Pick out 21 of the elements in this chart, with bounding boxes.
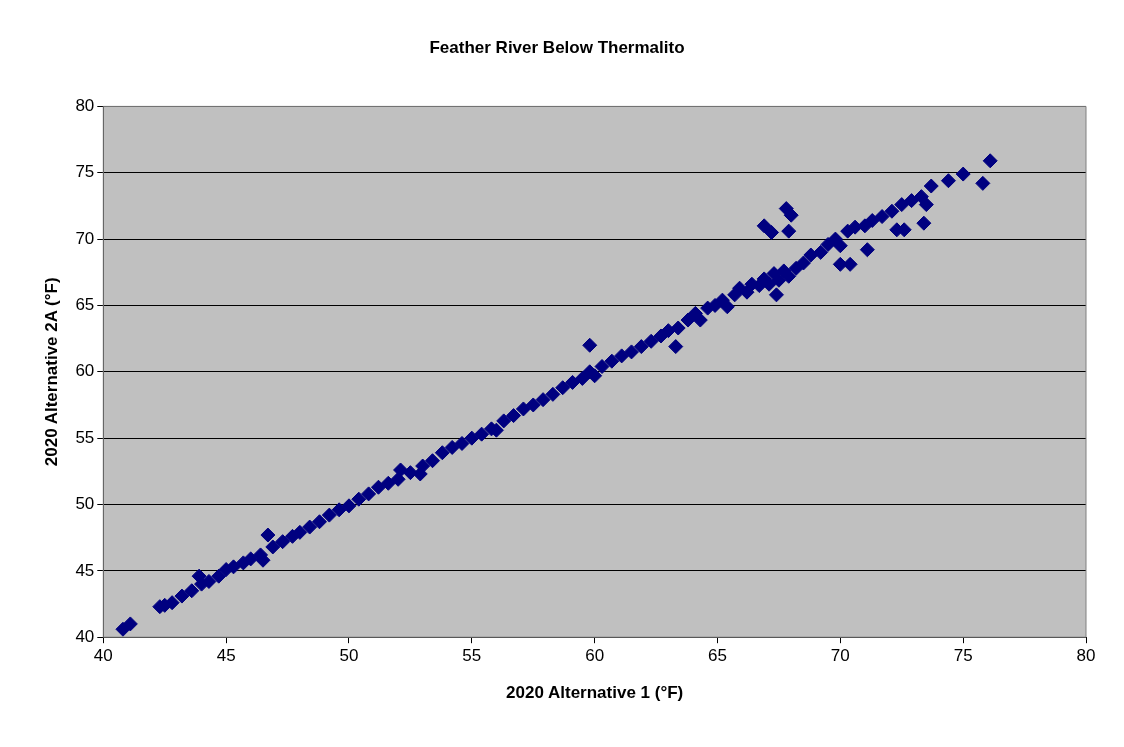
y-tick-label: 50	[75, 494, 95, 514]
chart-title: Feather River Below Thermalito	[429, 37, 685, 57]
y-tick-label: 55	[75, 427, 95, 447]
y-axis-title: 2020 Alternative 2A (°F)	[41, 277, 61, 467]
x-tick-label: 65	[708, 646, 727, 666]
x-tick-label: 40	[93, 646, 113, 666]
x-tick-label: 70	[830, 646, 850, 666]
y-tick-label: 70	[75, 228, 95, 248]
y-tick-label: 60	[75, 361, 95, 381]
y-tick-label: 45	[75, 560, 95, 580]
y-tick-label: 40	[75, 626, 95, 646]
y-tick-label: 65	[75, 295, 95, 315]
x-tick-label: 50	[339, 646, 359, 666]
x-tick-label: 45	[216, 646, 236, 666]
x-tick-label: 75	[953, 646, 973, 666]
x-tick-label: 60	[585, 646, 605, 666]
y-tick-label: 80	[75, 96, 95, 116]
x-tick-label: 80	[1076, 646, 1096, 666]
y-tick-label: 75	[75, 162, 95, 182]
x-axis-title: 2020 Alternative 1 (°F)	[506, 683, 684, 703]
x-tick-label: 55	[462, 646, 482, 666]
